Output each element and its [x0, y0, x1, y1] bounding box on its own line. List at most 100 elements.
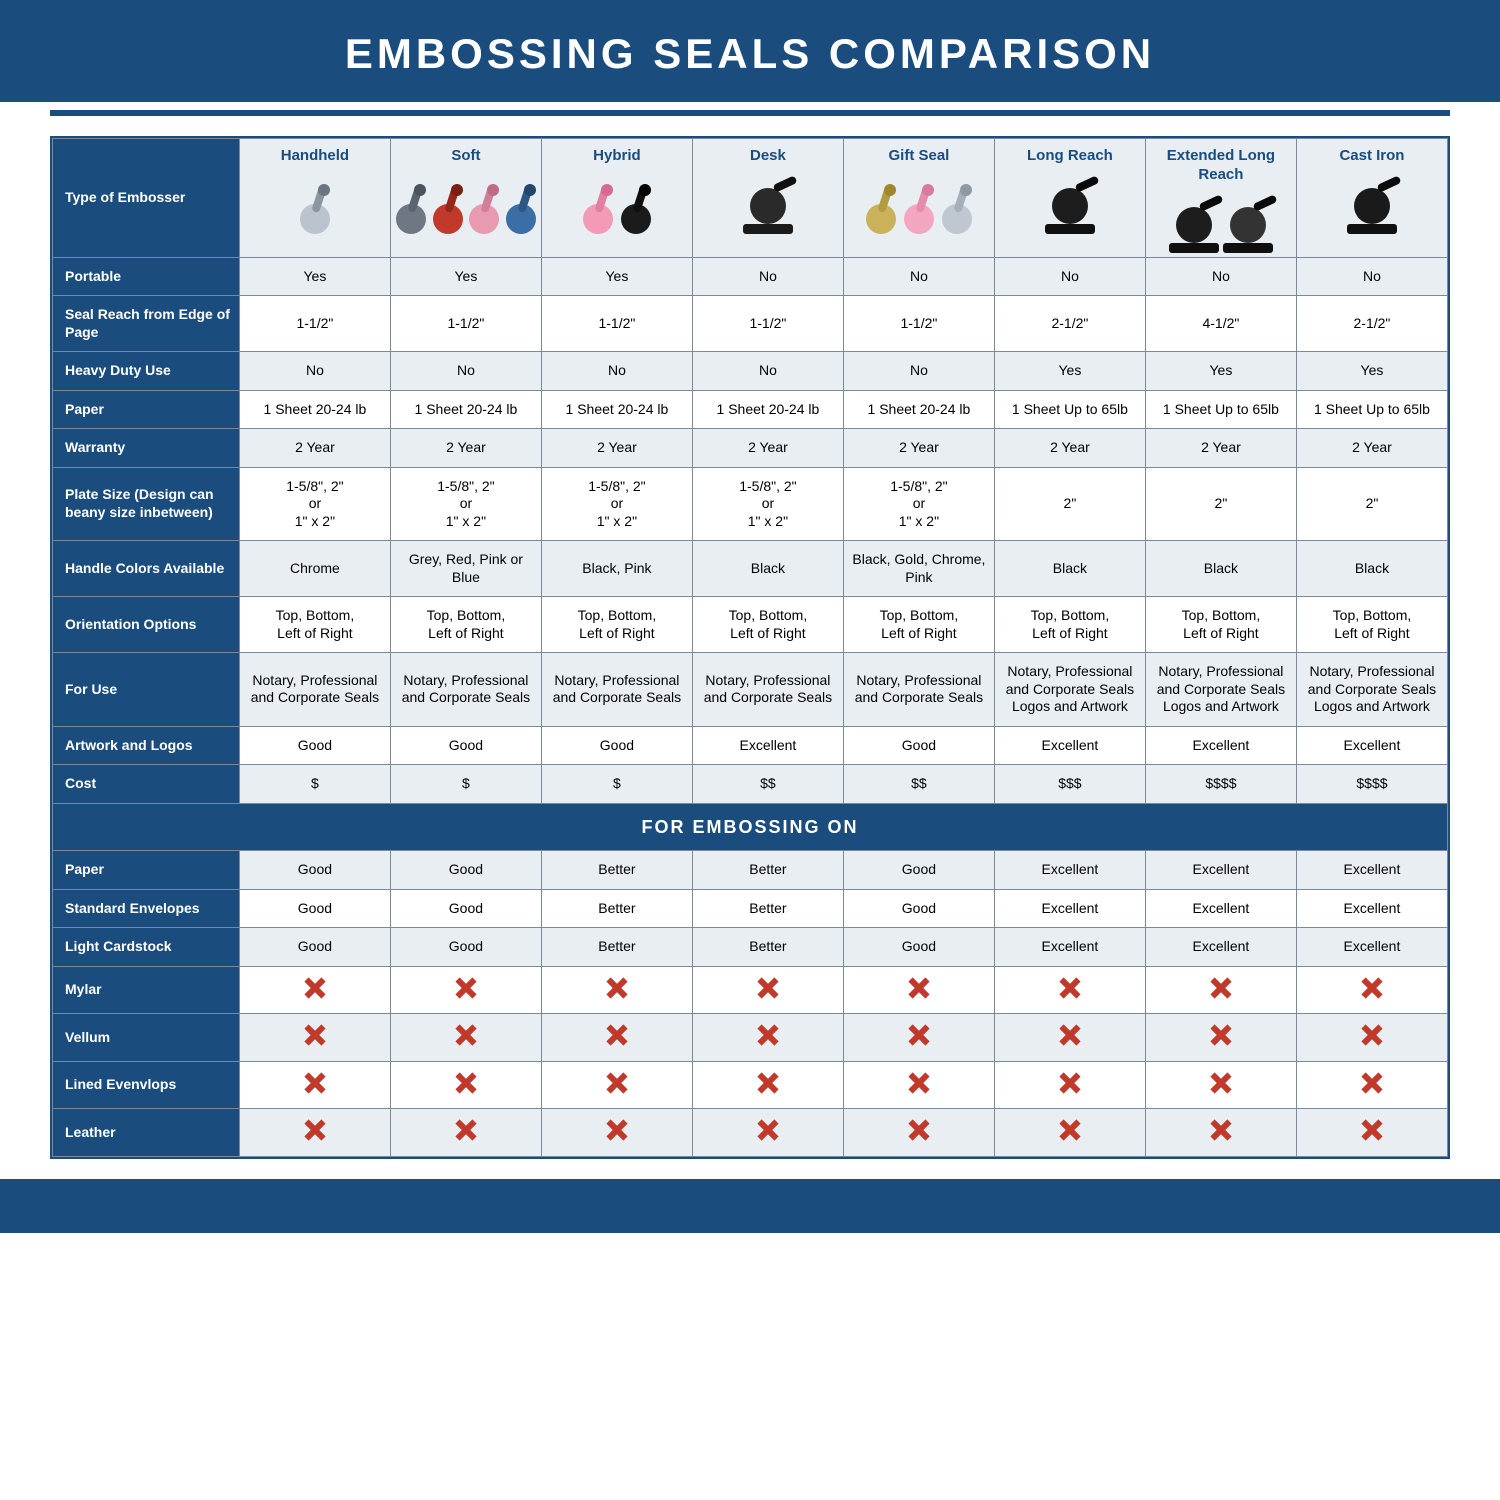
row-label: Artwork and Logos [53, 726, 240, 765]
table-cell: Excellent [1296, 726, 1447, 765]
corner-label: Type of Embosser [53, 139, 240, 258]
table-cell: 1 Sheet Up to 65lb [1145, 390, 1296, 429]
table-row: PortableYesYesYesNoNoNoNoNo [53, 257, 1448, 296]
cross-icon [757, 977, 779, 999]
table-cell: $$$$ [1145, 765, 1296, 804]
cross-icon [304, 1024, 326, 1046]
row-label: Lined Evenvlops [53, 1061, 240, 1109]
table-row: PaperGoodGoodBetterBetterGoodExcellentEx… [53, 851, 1448, 890]
table-row: Artwork and LogosGoodGoodGoodExcellentGo… [53, 726, 1448, 765]
cross-icon [606, 1119, 628, 1141]
table-cell: 1 Sheet Up to 65lb [1296, 390, 1447, 429]
table-cell: No [541, 352, 692, 391]
table-row: Orientation OptionsTop, Bottom, Left of … [53, 597, 1448, 653]
table-cell: Top, Bottom, Left of Right [239, 597, 390, 653]
table-cell: Better [541, 889, 692, 928]
table-cell: 2-1/2" [1296, 296, 1447, 352]
table-cell: $$ [692, 765, 843, 804]
section-band-label: FOR EMBOSSING ON [53, 803, 1448, 851]
spec-body: PortableYesYesYesNoNoNoNoNoSeal Reach fr… [53, 257, 1448, 803]
table-cell [994, 966, 1145, 1014]
table-cell: Good [390, 928, 541, 967]
table-row: Leather [53, 1109, 1448, 1157]
table-cell: 1-5/8", 2" or 1" x 2" [541, 467, 692, 541]
table-head: Type of Embosser HandheldSoft Hybrid DeskG… [53, 139, 1448, 258]
table-cell: $ [390, 765, 541, 804]
comparison-table-wrap: Type of Embosser HandheldSoftHybridDeskG… [50, 136, 1450, 1159]
cross-icon [455, 977, 477, 999]
table-cell: Excellent [1296, 928, 1447, 967]
table-cell [541, 966, 692, 1014]
cross-icon [908, 1119, 930, 1141]
table-cell: Good [843, 851, 994, 890]
table-cell: 1-1/2" [390, 296, 541, 352]
table-cell [843, 966, 994, 1014]
table-cell: $ [541, 765, 692, 804]
table-cell: Top, Bottom, Left of Right [994, 597, 1145, 653]
table-cell: Better [541, 928, 692, 967]
table-cell: 1-5/8", 2" or 1" x 2" [843, 467, 994, 541]
comparison-table: Type of Embosser HandheldSoftHybridDeskG… [52, 138, 1448, 1157]
row-label: Plate Size (Design can beany size inbetw… [53, 467, 240, 541]
table-cell: Excellent [1145, 851, 1296, 890]
table-cell: 1 Sheet 20-24 lb [239, 390, 390, 429]
column-header-label: Desk [697, 147, 839, 166]
table-cell [1296, 966, 1447, 1014]
column-header-label: Long Reach [999, 147, 1141, 166]
table-cell: 1 Sheet 20-24 lb [843, 390, 994, 429]
table-row: For UseNotary, Professional and Corporat… [53, 653, 1448, 727]
table-cell: 2 Year [1145, 429, 1296, 468]
cross-icon [1210, 1024, 1232, 1046]
table-cell [239, 966, 390, 1014]
cross-icon [1361, 1072, 1383, 1094]
column-header: Long Reach [994, 139, 1145, 258]
column-header: Soft [390, 139, 541, 258]
cross-icon [1059, 1072, 1081, 1094]
row-label: Seal Reach from Edge of Page [53, 296, 240, 352]
cross-icon [455, 1024, 477, 1046]
cross-icon [757, 1072, 779, 1094]
table-cell: Good [541, 726, 692, 765]
cross-icon [304, 977, 326, 999]
row-label: Cost [53, 765, 240, 804]
cross-icon [908, 977, 930, 999]
row-label: Leather [53, 1109, 240, 1157]
table-cell: 2" [994, 467, 1145, 541]
table-row: Heavy Duty UseNoNoNoNoNoYesYesYes [53, 352, 1448, 391]
table-cell: Good [239, 928, 390, 967]
table-cell: No [1296, 257, 1447, 296]
table-cell [239, 1061, 390, 1109]
table-cell [390, 1061, 541, 1109]
table-cell: Top, Bottom, Left of Right [541, 597, 692, 653]
cross-icon [1059, 1119, 1081, 1141]
table-cell [843, 1061, 994, 1109]
table-cell [1296, 1109, 1447, 1157]
table-cell: No [390, 352, 541, 391]
table-cell: Top, Bottom, Left of Right [1296, 597, 1447, 653]
table-cell: Excellent [994, 851, 1145, 890]
column-header-label: Handheld [244, 147, 386, 166]
row-label: Portable [53, 257, 240, 296]
table-row: Warranty2 Year2 Year2 Year2 Year2 Year2 … [53, 429, 1448, 468]
table-cell: No [843, 257, 994, 296]
cross-icon [1210, 1119, 1232, 1141]
table-cell [843, 1014, 994, 1062]
table-cell: 1-5/8", 2" or 1" x 2" [239, 467, 390, 541]
table-cell: Notary, Professional and Corporate Seals… [1296, 653, 1447, 727]
table-cell: $ [239, 765, 390, 804]
table-cell: Yes [541, 257, 692, 296]
table-cell: Top, Bottom, Left of Right [843, 597, 994, 653]
column-header: Gift Seal [843, 139, 994, 258]
table-cell: Top, Bottom, Left of Right [1145, 597, 1296, 653]
row-label: Standard Envelopes [53, 889, 240, 928]
cross-icon [606, 1024, 628, 1046]
table-cell: 4-1/2" [1145, 296, 1296, 352]
product-icon [546, 170, 688, 234]
cross-icon [304, 1119, 326, 1141]
table-cell: $$$$ [1296, 765, 1447, 804]
title-underline [50, 102, 1450, 116]
table-cell: 1-1/2" [692, 296, 843, 352]
column-header-label: Hybrid [546, 147, 688, 166]
section-band-body: FOR EMBOSSING ON [53, 803, 1448, 851]
table-cell: 2 Year [692, 429, 843, 468]
